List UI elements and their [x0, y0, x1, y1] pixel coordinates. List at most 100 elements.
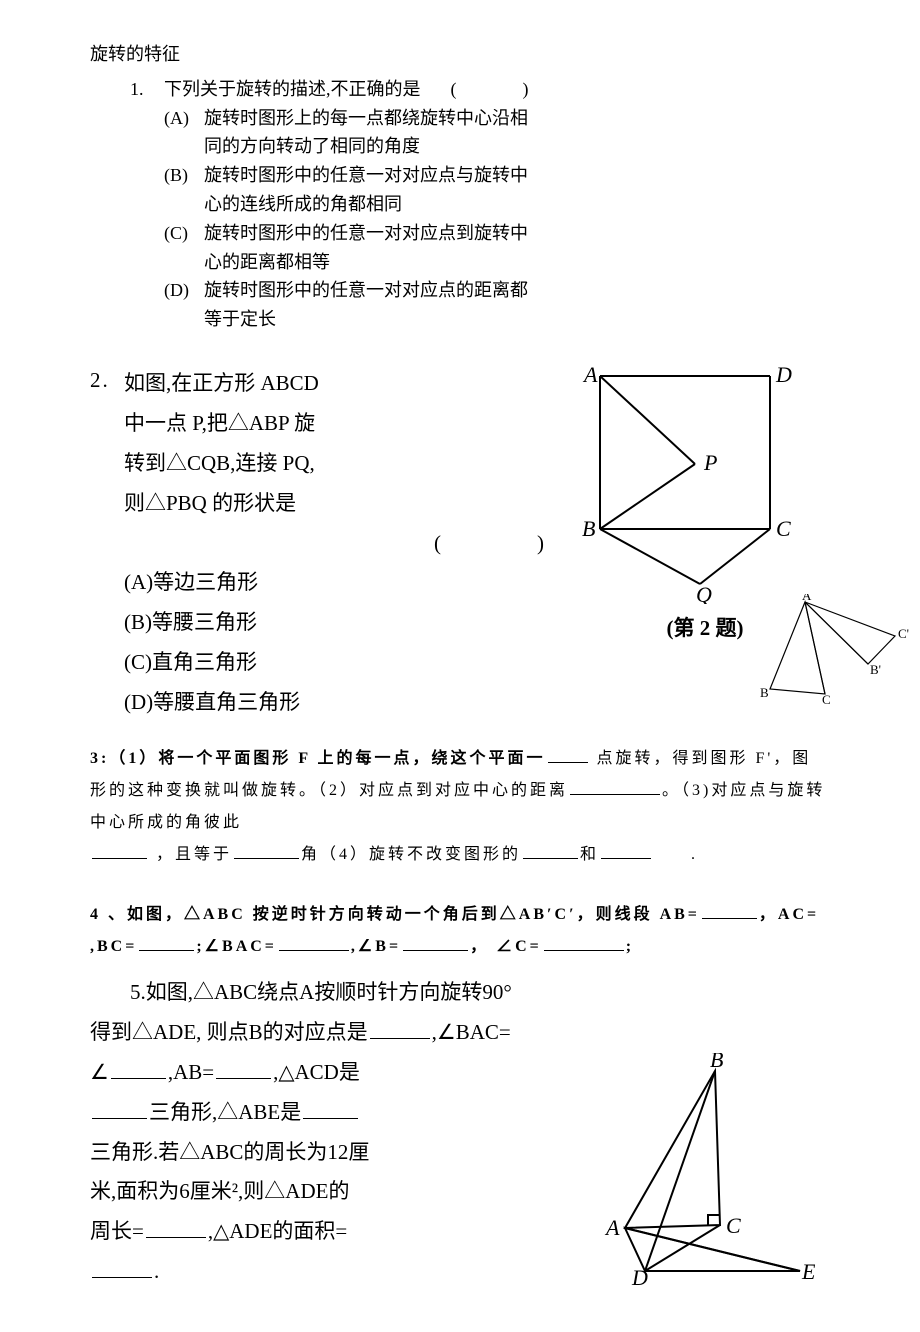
label-Cp: C' — [898, 626, 909, 641]
blank — [234, 840, 299, 859]
label-C: C — [776, 516, 791, 541]
blank — [111, 1055, 166, 1079]
t: ， ∠C= — [470, 938, 542, 955]
blank — [146, 1214, 206, 1238]
label-C: C — [726, 1213, 741, 1238]
t: 周长= — [90, 1219, 144, 1243]
t: ,△ADE的面积= — [208, 1219, 347, 1243]
opt-text: 旋转时图形中的任意一对对应点的距离都等于定长 — [204, 276, 534, 334]
question-1: 1. 下列关于旋转的描述,不正确的是 ( ) (A) 旋转时图形上的每一点都绕旋… — [130, 75, 830, 334]
q1-opt-b: (B) 旋转时图形中的任意一对对应点与旋转中心的连线所成的角都相同 — [164, 161, 830, 219]
q2-opt-c: (C)直角三角形 — [124, 643, 570, 683]
q2-opt-d: (D)等腰直角三角形 — [124, 683, 570, 723]
blank — [92, 1095, 147, 1119]
opt-label: (B) — [164, 161, 204, 219]
opt-label: (A) — [164, 104, 204, 162]
blank — [702, 900, 757, 919]
q2-line: 则△PBQ 的形状是 — [124, 484, 570, 524]
q2-number: 2. — [90, 364, 124, 563]
blank — [601, 840, 651, 859]
opt-text: 旋转时图形中的任意一对对应点与旋转中心的连线所成的角都相同 — [204, 161, 534, 219]
question-4: 4 、如图，△ABC 按逆时针方向转动一个角后到△AB′C′，则线段 AB= ，A… — [90, 899, 830, 963]
label-Q: Q — [696, 582, 712, 604]
label-D: D — [775, 364, 792, 387]
opt-text: 旋转时图形中的任意一对对应点到旋转中心的距离都相等 — [204, 219, 534, 277]
t: 和 — [580, 846, 599, 863]
question-3: 3:（1）将一个平面图形 F 上的每一点，绕这个平面一 点旋转，得到图形 F'，… — [90, 743, 830, 871]
q5-line3: ∠ ,AB= ,△ACD是 — [90, 1053, 594, 1093]
q5-line6: 米,面积为6厘米²,则△ADE的 — [90, 1172, 594, 1212]
opt-label: (C) — [164, 219, 204, 277]
blank — [570, 776, 660, 795]
blank — [92, 840, 147, 859]
t: 4 、如图，△ABC 按逆时针方向转动一个角后到△AB′C′，则线段 AB= — [90, 906, 700, 923]
q5-line8: . — [90, 1252, 594, 1292]
q5-line2: 得到△ADE, 则点B的对应点是 ,∠BAC= — [90, 1013, 830, 1053]
t: 角（4）旋转不改变图形的 — [301, 846, 521, 863]
figure-5: A B C D E — [600, 1053, 820, 1288]
q2-opt-b: (B)等腰三角形 — [124, 603, 570, 643]
label-C: C — [822, 692, 831, 704]
t: ，且等于 — [149, 846, 232, 863]
opt-text: 旋转时图形上的每一点都绕旋转中心沿相同的方向转动了相同的角度 — [204, 104, 534, 162]
t: 中一点 P,把△ABP 旋 — [124, 411, 315, 435]
q2-line: 如图,在正方形 ABCD — [124, 364, 570, 404]
q1-stem: 下列关于旋转的描述,不正确的是 — [164, 75, 421, 104]
t: 转到△CQB,连接 PQ, — [124, 451, 315, 475]
label-P: P — [703, 450, 717, 475]
label-A: A — [604, 1215, 620, 1240]
blank — [370, 1015, 430, 1039]
t: 则△PBQ 的形状是 — [124, 491, 296, 515]
q5-line5: 三角形.若△ABC的周长为12厘 — [90, 1133, 594, 1173]
blank — [303, 1095, 358, 1119]
q1-paren: ( ) — [451, 75, 539, 104]
t: ，AC= — [759, 906, 819, 923]
section-title: 旋转的特征 — [90, 40, 830, 69]
t: ,BC= — [90, 938, 137, 955]
question-5: 5.如图,△ABC绕点A按顺时针方向旋转90° 得到△ADE, 则点B的对应点是… — [90, 973, 830, 1292]
label-B: B — [582, 516, 595, 541]
blank — [548, 744, 588, 763]
q1-opt-d: (D) 旋转时图形中的任意一对对应点的距离都等于定长 — [164, 276, 830, 334]
q5-line1: 5.如图,△ABC绕点A按顺时针方向旋转90° — [90, 973, 830, 1013]
label-E: E — [801, 1259, 816, 1284]
label-A: A — [582, 364, 598, 387]
blank — [523, 840, 578, 859]
figure-2: A D B C P Q — [580, 364, 800, 604]
t: ;∠BAC= — [196, 938, 277, 955]
blank — [216, 1055, 271, 1079]
q2-opt-a: (A)等边三角形 — [124, 563, 570, 603]
q2-paren: ( ) — [124, 524, 570, 564]
q1-opt-c: (C) 旋转时图形中的任意一对对应点到旋转中心的距离都相等 — [164, 219, 830, 277]
label-D: D — [631, 1265, 648, 1288]
question-2: 2. 如图,在正方形 ABCD 中一点 P,把△ABP 旋 转到△CQB,连接 … — [90, 364, 830, 723]
figure-mini: A B C B' C' — [760, 594, 900, 704]
t: ,∠B= — [351, 938, 401, 955]
t: ; — [626, 938, 634, 955]
label-A: A — [802, 594, 812, 603]
blank — [279, 932, 349, 951]
q1-number: 1. — [130, 75, 164, 104]
blank — [403, 932, 468, 951]
q2-line: 转到△CQB,连接 PQ, — [124, 444, 570, 484]
q2-stem: 如图,在正方形 ABCD 中一点 P,把△ABP 旋 转到△CQB,连接 PQ,… — [124, 364, 570, 563]
q5-line4: 三角形,△ABE是 — [90, 1093, 594, 1133]
t: 如图,在正方形 ABCD — [124, 371, 319, 395]
q5-line7: 周长= ,△ADE的面积= — [90, 1212, 594, 1252]
t: 得到△ADE, 则点B的对应点是 — [90, 1020, 368, 1044]
opt-label: (D) — [164, 276, 204, 334]
label-B: B — [760, 685, 769, 700]
t: ,∠BAC= — [432, 1020, 511, 1044]
blank — [544, 932, 624, 951]
blank — [92, 1254, 152, 1278]
t: ,△ACD是 — [273, 1060, 360, 1084]
label-B: B — [710, 1053, 723, 1072]
q2-line: 中一点 P,把△ABP 旋 — [124, 404, 570, 444]
t: 三角形,△ABE是 — [149, 1100, 301, 1124]
t: 3:（1）将一个平面图形 F 上的每一点，绕这个平面一 — [90, 750, 546, 767]
t: . — [154, 1259, 159, 1283]
t: ,AB= — [168, 1060, 214, 1084]
t: ∠ — [90, 1060, 109, 1084]
q1-opt-a: (A) 旋转时图形上的每一点都绕旋转中心沿相同的方向转动了相同的角度 — [164, 104, 830, 162]
label-Bp: B' — [870, 662, 881, 677]
